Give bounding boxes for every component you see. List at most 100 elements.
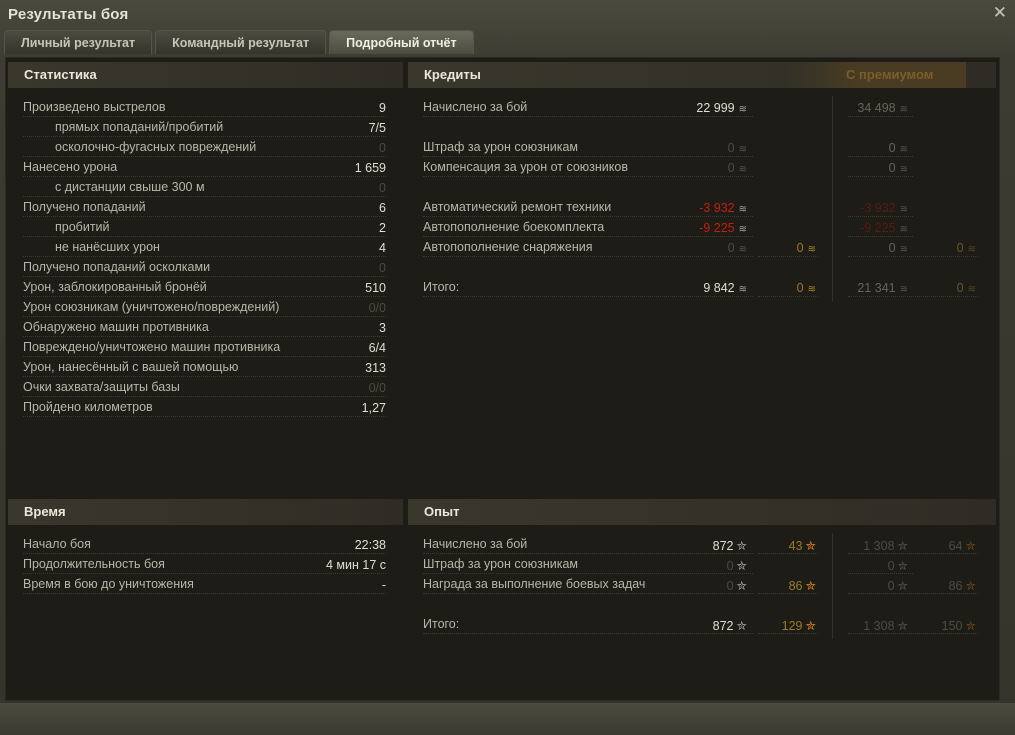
amount: 86 xyxy=(948,579,963,593)
dotted-divider xyxy=(848,236,913,237)
value-pc: 0 ≋ xyxy=(788,241,908,255)
amount: 0 xyxy=(888,241,896,255)
list-item: Пройдено километров 1,27 xyxy=(8,398,403,418)
list-item: осколочно-фугасных повреждений 0 xyxy=(8,138,403,158)
tab-personal[interactable]: Личный результат xyxy=(4,30,153,54)
dotted-divider xyxy=(23,376,386,377)
dotted-divider xyxy=(848,156,913,157)
time-header: Время xyxy=(8,499,403,525)
dotted-divider xyxy=(23,396,386,397)
dotted-divider xyxy=(23,276,386,277)
dotted-divider xyxy=(23,416,386,417)
list-item: Продолжительность боя 4 мин 17 с xyxy=(8,555,403,575)
close-icon[interactable]: ✕ xyxy=(992,3,1007,22)
value-c: 0 ✮ xyxy=(627,558,747,573)
list-item: Урон союзникам (уничтожено/повреждений) 0… xyxy=(8,298,403,318)
list-item: Очки захвата/защиты базы 0/0 xyxy=(8,378,403,398)
credits-header: Кредиты xyxy=(424,67,481,82)
amount: 0 xyxy=(796,241,804,255)
credit-coin-icon: ≋ xyxy=(738,244,747,255)
dotted-divider xyxy=(848,633,978,634)
experience-panel: Опыт Начислено за бой 872 ✮ 43 ✮ 1 308 ✮ 64 ✮ Штр… xyxy=(408,499,996,639)
dotted-divider xyxy=(423,176,753,177)
row-label: Урон, заблокированный бронёй xyxy=(23,280,207,294)
list-item: Штраф за урон союзникам 0 ≋ 0 ≋ xyxy=(408,138,996,158)
tab-team[interactable]: Командный результат xyxy=(155,30,327,54)
dotted-divider xyxy=(23,336,386,337)
credit-coin-icon: ≋ xyxy=(738,164,747,175)
xp-star-icon: ✮ xyxy=(897,619,908,633)
tab-detailed[interactable]: Подробный отчёт xyxy=(329,30,474,54)
row-value: 1 659 xyxy=(354,161,386,175)
divider xyxy=(832,533,833,639)
value-c: 9 842 ≋ xyxy=(627,281,747,295)
dotted-divider xyxy=(23,296,386,297)
dotted-divider xyxy=(848,296,978,297)
value-g: 129 ✮ xyxy=(696,618,816,633)
xp-star-icon: ✮ xyxy=(897,539,908,553)
list-item: с дистанции свыше 300 м 0 xyxy=(8,178,403,198)
row-label: Итого: xyxy=(423,617,460,631)
row-value: 22:38 xyxy=(354,538,386,552)
stats-rows: Произведено выстрелов 9 прямых попаданий/п… xyxy=(8,98,403,418)
credit-coin-icon: ≋ xyxy=(899,244,908,255)
divider xyxy=(832,96,833,302)
content-area: Статистика Произведено выстрелов 9 прямых … xyxy=(5,57,1000,701)
row-label: Обнаружено машин противника xyxy=(23,320,209,334)
value-pc: 0 ≋ xyxy=(788,141,908,155)
window-title: Результаты боя xyxy=(8,6,129,23)
amount: 0 xyxy=(887,559,895,573)
stats-header: Статистика xyxy=(8,62,403,88)
row-label: Нанесено урона xyxy=(23,160,118,174)
list-item: Итого: 9 842 ≋ 0 ≋ 21 341 ≋ 0 ≋ xyxy=(408,278,996,298)
value-c: -9 225 ≋ xyxy=(627,221,747,235)
list-item: Повреждено/уничтожено машин противника 6/… xyxy=(8,338,403,358)
list-item: Компенсация за урон от союзников 0 ≋ 0 ≋ xyxy=(408,158,996,178)
row-value: 510 xyxy=(365,281,386,295)
dotted-divider xyxy=(423,296,753,297)
row-value: 0/0 xyxy=(368,301,386,315)
value-c: 0 ✮ xyxy=(627,578,747,593)
value-g: 43 ✮ xyxy=(696,538,816,553)
row-value: 4 мин 17 с xyxy=(325,558,386,572)
list-item: Автопополнение боекомплекта -9 225 ≋ -9 225… xyxy=(408,218,996,238)
credit-coin-icon: ≋ xyxy=(899,104,908,115)
amount: 86 xyxy=(788,579,803,593)
amount: 0 xyxy=(727,141,735,155)
row-label: прямых попаданий/пробитий xyxy=(55,120,224,134)
bottom-bar xyxy=(0,703,1015,735)
value-c: 872 ✮ xyxy=(627,538,747,553)
free-xp-star-icon: ✮ xyxy=(965,539,976,553)
row-label: Очки захвата/защиты базы xyxy=(23,380,180,394)
credit-coin-icon: ≋ xyxy=(899,164,908,175)
amount: 872 xyxy=(712,539,734,553)
gold-coin-icon: ≋ xyxy=(807,244,816,255)
value-g: 0 ≋ xyxy=(696,241,816,255)
value-pc: 1 308 ✮ xyxy=(788,618,908,633)
row-label: Начало боя xyxy=(23,537,91,551)
value-pg: 86 ✮ xyxy=(856,578,976,593)
dotted-divider xyxy=(23,196,386,197)
free-xp-star-icon: ✮ xyxy=(965,619,976,633)
value-pg: 0 ≋ xyxy=(856,281,976,295)
list-item: Получено попаданий осколками 0 xyxy=(8,258,403,278)
value-pc: 21 341 ≋ xyxy=(788,281,908,295)
list-item: Произведено выстрелов 9 xyxy=(8,98,403,118)
list-item: Начало боя 22:38 xyxy=(8,535,403,555)
credit-coin-icon: ≋ xyxy=(738,104,747,115)
row-label: с дистанции свыше 300 м xyxy=(55,180,205,194)
dotted-divider xyxy=(23,176,386,177)
amount: 0 xyxy=(888,161,896,175)
dotted-divider xyxy=(848,256,978,257)
credit-coin-icon: ≋ xyxy=(738,284,747,295)
amount: 129 xyxy=(781,619,803,633)
row-label: Урон союзникам (уничтожено/повреждений) xyxy=(23,300,280,314)
amount: -3 932 xyxy=(860,201,896,215)
row-label: пробитий xyxy=(55,220,110,234)
xp-star-icon: ✮ xyxy=(897,559,908,573)
dotted-divider xyxy=(23,216,386,217)
dotted-divider xyxy=(23,256,386,257)
spacer xyxy=(408,595,996,615)
dotted-divider xyxy=(423,116,753,117)
